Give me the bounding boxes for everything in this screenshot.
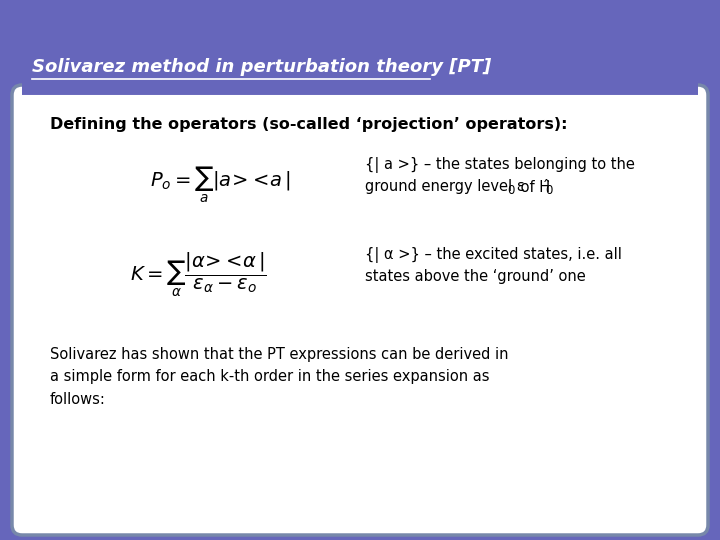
- Text: ground energy level ε: ground energy level ε: [365, 179, 525, 194]
- Text: {| a >} – the states belonging to the: {| a >} – the states belonging to the: [365, 157, 635, 173]
- Text: Solivarez has shown that the PT expressions can be derived in: Solivarez has shown that the PT expressi…: [50, 348, 508, 362]
- Text: Solivarez method in perturbation theory [PT]: Solivarez method in perturbation theory …: [32, 58, 491, 76]
- FancyBboxPatch shape: [12, 85, 708, 535]
- Text: $K = \sum_\alpha \dfrac{|\alpha\!>\!<\!\alpha\,|}{\varepsilon_\alpha - \varepsil: $K = \sum_\alpha \dfrac{|\alpha\!>\!<\!\…: [130, 251, 267, 299]
- Bar: [22, 75, 698, 95]
- Text: states above the ‘ground’ one: states above the ‘ground’ one: [365, 269, 586, 285]
- Text: $P_o = \sum_a |a\!>\!<\!a\,|$: $P_o = \sum_a |a\!>\!<\!a\,|$: [150, 165, 290, 205]
- Text: 0: 0: [545, 185, 552, 198]
- Text: Defining the operators (so-called ‘projection’ operators):: Defining the operators (so-called ‘proje…: [50, 118, 567, 132]
- Text: follows:: follows:: [50, 392, 106, 407]
- Bar: [0, 0, 720, 90]
- Text: a simple form for each k-th order in the series expansion as: a simple form for each k-th order in the…: [50, 369, 490, 384]
- Text: {| α >} – the excited states, i.e. all: {| α >} – the excited states, i.e. all: [365, 247, 622, 263]
- Text: of Ĥ: of Ĥ: [516, 179, 550, 194]
- Text: 0: 0: [507, 185, 514, 198]
